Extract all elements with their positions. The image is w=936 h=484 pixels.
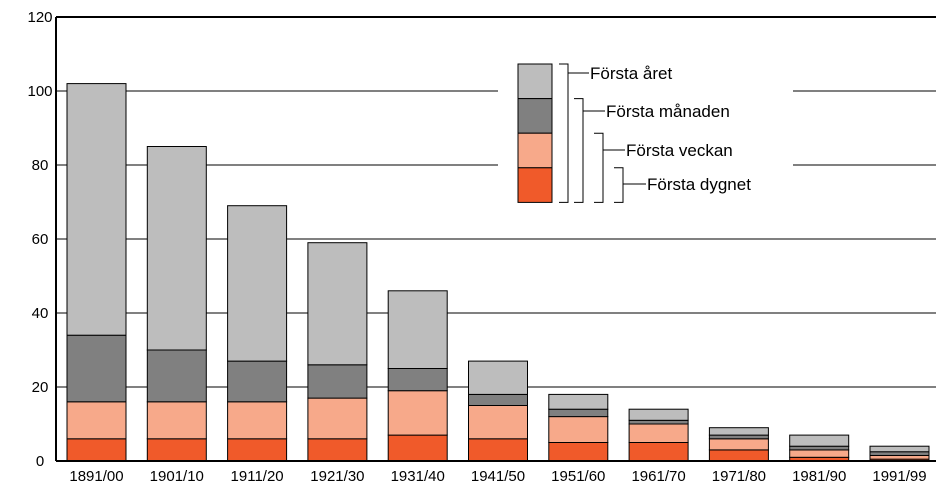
bar-1941-50-seg-3 [468, 360, 528, 395]
bar-1901-10-seg-0 [146, 438, 207, 462]
legend-bracket-2 [594, 132, 604, 203]
bar-1911-20-seg-2 [227, 360, 288, 403]
legend-swatch-2 [517, 132, 553, 169]
bar-1981-90-seg-2 [789, 445, 850, 451]
bar-1971-80-seg-2 [708, 434, 769, 440]
bar-1951-60-seg-1 [548, 416, 609, 444]
bar-1931-40-seg-2 [387, 368, 448, 392]
x-tick-label: 1891/00 [69, 468, 123, 484]
x-tick-label: 1901/10 [150, 468, 204, 484]
bar-1961-70-seg-0 [628, 442, 689, 462]
x-tick-label: 1951/60 [551, 468, 605, 484]
bar-1931-40-seg-3 [387, 290, 448, 369]
bar-1921-30-seg-1 [307, 397, 368, 440]
bar-1991-99-seg-2 [869, 451, 930, 456]
bar-1901-10-seg-3 [146, 146, 207, 351]
bar-1961-70-seg-3 [628, 408, 689, 421]
bar-1941-50-seg-0 [468, 438, 528, 462]
bar-1961-70-seg-1 [628, 423, 689, 443]
x-tick-label: 1911/20 [231, 468, 284, 484]
x-tick-label: 1921/30 [310, 468, 364, 484]
legend-bracket-3 [614, 167, 624, 203]
x-tick-label: 1991/99 [872, 468, 926, 484]
legend-label: Första månaden [606, 102, 730, 121]
y-tick-label: 60 [32, 231, 49, 248]
bar-1971-80-seg-0 [708, 449, 769, 462]
x-tick-label: 1981/90 [792, 468, 846, 484]
y-tick-label: 20 [32, 379, 49, 396]
bar-1891-00-seg-2 [66, 334, 127, 403]
bar-1931-40-seg-0 [387, 434, 448, 462]
bar-1911-20-seg-3 [227, 205, 288, 362]
bar-1921-30-seg-3 [307, 242, 368, 366]
bar-1921-30-seg-0 [307, 438, 368, 462]
y-tick-label: 100 [27, 83, 52, 100]
bar-1981-90-seg-1 [789, 449, 850, 458]
y-tick-label: 40 [32, 305, 49, 322]
bar-1971-80-seg-1 [708, 438, 769, 451]
bar-1911-20-seg-0 [227, 438, 288, 462]
bar-1891-00-seg-3 [66, 83, 127, 336]
x-tick-label: 1941/50 [471, 468, 525, 484]
bar-1891-00-seg-0 [66, 438, 127, 462]
legend: Första året Första månaden Första veckan Fö… [498, 55, 793, 215]
x-tick-labels: 1891/00 1901/10 1911/20 1921/30 1931/40 1941/… [69, 468, 926, 484]
y-tick-labels: 0 20 40 60 80 100 120 [27, 9, 52, 470]
bar-1951-60-seg-3 [548, 393, 609, 410]
bar-1951-60-seg-0 [548, 442, 609, 462]
x-tick-label: 1961/70 [631, 468, 685, 484]
bar-1901-10-seg-1 [146, 401, 207, 440]
y-tick-label: 0 [36, 453, 44, 470]
bar-1941-50-seg-2 [468, 393, 528, 406]
bar-1981-90-seg-3 [789, 434, 850, 447]
bar-1911-20-seg-1 [227, 401, 288, 440]
bar-1961-70-seg-2 [628, 419, 689, 425]
legend-swatch-0 [517, 63, 553, 100]
x-tick-label: 1971/80 [712, 468, 766, 484]
bar-1891-00-seg-1 [66, 401, 127, 440]
legend-label: Första veckan [626, 141, 733, 160]
bar-1921-30-seg-2 [307, 364, 368, 399]
bar-1901-10-seg-2 [146, 349, 207, 403]
bar-1991-99-seg-3 [869, 445, 930, 453]
legend-label: Första året [590, 64, 672, 83]
bar-1941-50-seg-1 [468, 405, 528, 440]
legend-label: Första dygnet [647, 175, 751, 194]
legend-swatch-1 [517, 98, 553, 134]
legend-swatch-3 [517, 167, 553, 203]
axes [55, 16, 936, 462]
y-tick-label: 80 [32, 157, 49, 174]
bar-1931-40-seg-1 [387, 390, 448, 436]
legend-bracket-1 [574, 98, 584, 203]
legend-bracket-0 [559, 63, 569, 203]
bar-1951-60-seg-2 [548, 408, 609, 418]
bar-1991-99-seg-1 [869, 454, 930, 460]
x-tick-label: 1931/40 [391, 468, 445, 484]
bar-1971-80-seg-3 [708, 427, 769, 436]
bars [66, 83, 930, 462]
y-tick-label: 120 [27, 9, 52, 26]
